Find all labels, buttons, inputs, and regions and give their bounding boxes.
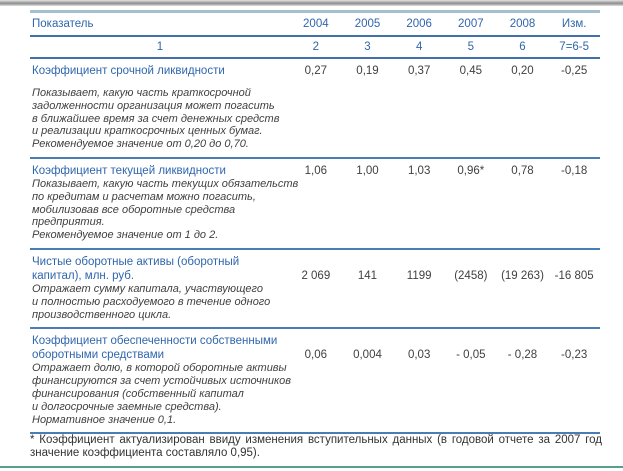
row-own-working-capital-ratio: Коэффициент обеспеченности собственными … [30, 329, 600, 432]
row-title-line: капитал), млн. руб. [32, 269, 135, 282]
header-year-2008: 2008 [509, 18, 536, 30]
row-description-line: и долгосрочные заемные средства). [32, 400, 222, 413]
row-label-cell: Чистые оборотные активы (оборотный капит… [30, 255, 290, 321]
page-top-divider [0, 0, 623, 6]
row-description-line: финансируются за счет устойчивых источни… [32, 375, 292, 388]
col-num-7: 7=6-5 [559, 41, 590, 53]
row-title-line: Чистые оборотные активы (оборотный [32, 255, 240, 268]
numbering-rule [30, 57, 600, 59]
row-description-line: и полностью расходуемого в течение одног… [32, 295, 271, 308]
value-2006: 0,37 [407, 65, 431, 77]
footnote-separator [30, 432, 600, 435]
value-2007: (2458) [454, 269, 488, 282]
row-description-line: Отражает долю, в которой оборотные актив… [32, 362, 287, 375]
column-numbering-row: 1 2 3 4 5 6 7=6-5 [30, 37, 600, 57]
row-separator [30, 156, 600, 159]
col-num-5: 5 [467, 41, 475, 53]
col-num-4: 4 [415, 41, 423, 53]
col-num-6: 6 [519, 41, 526, 53]
row-title-line: Коэффициент обеспеченности собственными [32, 335, 278, 348]
header-year-2007: 2007 [458, 18, 484, 30]
row-description-line: Рекомендуемое значение от 1 до 2. [32, 229, 219, 242]
row-label-cell: Коэффициент срочной ликвидности Показыва… [30, 64, 290, 151]
value-change: -0,18 [561, 164, 588, 177]
row-current-liquidity-ratio: Коэффициент текущей ликвидности Показыва… [30, 159, 600, 248]
row-description-line: финансирования (собственный капитал [32, 387, 244, 400]
row-label-cell: Коэффициент текущей ликвидности Показыва… [30, 164, 299, 242]
value-2007: - 0,05 [456, 349, 486, 362]
value-2004: 0,27 [304, 65, 328, 77]
value-2004: 2 069 [301, 269, 331, 282]
value-2008: 0,20 [511, 65, 534, 77]
row-net-working-assets: Чистые оборотные активы (оборотный капит… [30, 250, 600, 327]
header-change: Изм. [561, 18, 587, 30]
row-title: Коэффициент текущей ликвидности [32, 164, 226, 177]
value-2007: 0,45 [459, 65, 483, 77]
header-indicator-label: Показатель [32, 18, 94, 30]
row-description-line: Показывает, какую часть текущих обязател… [32, 177, 299, 190]
value-change: -0,25 [561, 65, 588, 77]
value-2006: 0,03 [407, 349, 431, 362]
col-num-3: 3 [364, 41, 371, 53]
row-title-line: оборотными средствами [32, 349, 165, 362]
value-2005: 0,004 [353, 349, 382, 362]
value-2006: 1,03 [407, 164, 431, 177]
value-2005: 1,00 [356, 164, 379, 177]
value-2007: 0,96* [457, 164, 485, 177]
value-2004: 0,06 [304, 349, 328, 362]
header-year-2005: 2005 [354, 18, 381, 30]
value-2008: 0,78 [511, 164, 534, 177]
row-description-line: задолженности организация может погасить [32, 99, 275, 112]
row-description-line: по кредитам и расчетам можно погасить, [32, 190, 256, 203]
value-change: -0,23 [561, 349, 588, 362]
value-2008: - 0,28 [507, 349, 538, 362]
value-2005: 141 [357, 269, 378, 282]
row-description-line: производственного цикла. [32, 308, 172, 321]
page-bottom-divider [0, 466, 623, 468]
value-change: -16 805 [554, 269, 594, 282]
table-header-row: Показатель 2004 2005 2006 2007 2008 Изм. [30, 13, 600, 35]
header-year-2006: 2006 [406, 18, 432, 30]
row-title: Коэффициент срочной ликвидности [32, 65, 225, 77]
row-description-line: Показывает, какую часть краткосрочной [32, 87, 251, 99]
col-num-2: 2 [312, 41, 320, 53]
value-2006: 1199 [406, 269, 432, 282]
footnote-line: * Коэффициент актуализирован ввиду измен… [30, 434, 602, 446]
row-description-line: мобилизовав все оборотные средства [32, 203, 236, 216]
footnote: * Коэффициент актуализирован ввиду измен… [30, 434, 602, 460]
col-num-1: 1 [156, 41, 164, 53]
row-description-line: Рекомендуемое значение от 0,20 до 0,70. [32, 138, 249, 151]
value-2008: (19 263) [501, 269, 544, 282]
row-separator [30, 327, 600, 330]
financial-ratios-table: Показатель 2004 2005 2006 2007 2008 Изм.… [30, 10, 600, 435]
row-description-line: предприятия. [32, 216, 105, 229]
row-separator [30, 247, 600, 250]
row-description-line: и реализации краткосрочных ценных бумаг. [32, 125, 263, 138]
row-description-line: Нормативное значение 0,1. [32, 413, 177, 426]
value-2005: 0,19 [356, 65, 379, 77]
header-rule [30, 35, 600, 37]
header-year-2004: 2004 [303, 18, 329, 30]
row-description-line: в ближайшее время за счет денежных средс… [32, 112, 280, 125]
value-2004: 1,06 [304, 164, 328, 177]
row-description-line: Отражает сумму капитала, участвующего [32, 282, 263, 295]
footnote-line: значение коэффициента составляло 0,95). [30, 447, 260, 459]
row-quick-liquidity-ratio: Коэффициент срочной ликвидности Показыва… [30, 59, 600, 157]
row-label-cell: Коэффициент обеспеченности собственными … [30, 334, 292, 426]
